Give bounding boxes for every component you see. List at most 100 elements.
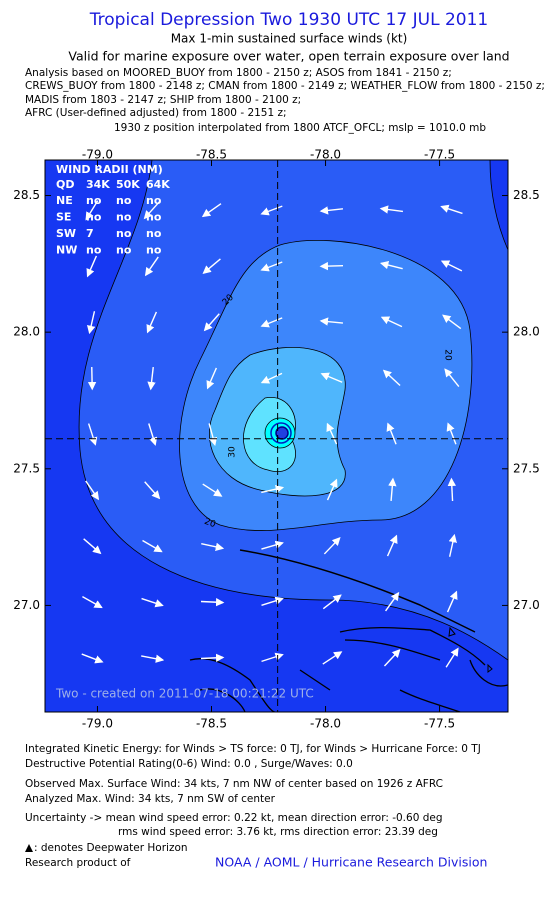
wind-arrow <box>146 311 158 334</box>
position-note: 1930 z position interpolated from 1800 A… <box>114 122 486 134</box>
wind-arrow <box>322 594 342 610</box>
x-tick-label: -77.5 <box>424 717 455 731</box>
wind-arrow <box>208 423 218 446</box>
wind-arrow <box>440 204 463 215</box>
wind-arrow <box>319 261 344 271</box>
radii-cell: no <box>86 211 102 224</box>
footer-line: Analyzed Max. Wind: 34 kts, 7 nm SW of c… <box>25 793 276 805</box>
wind-arrow <box>448 533 457 557</box>
title: Tropical Depression Two 1930 UTC 17 JUL … <box>89 10 488 30</box>
radii-header: 64K <box>146 178 170 191</box>
created-note: Two - created on 2011-07-18 00:21:22 UTC <box>55 687 314 701</box>
wind-arrow <box>200 597 225 607</box>
wind-arrow <box>81 653 104 664</box>
wind-arrow <box>85 480 100 501</box>
wind-arrow <box>143 201 160 220</box>
wind-arrow <box>261 652 284 663</box>
legend-note: : denotes Deepwater Horizon <box>34 842 188 854</box>
wind-arrow <box>442 314 462 330</box>
radii-cell: SE <box>56 211 71 224</box>
footer-line: Destructive Potential Rating(0-6) Wind: … <box>25 758 353 770</box>
credit-prefix: Research product of <box>25 857 131 869</box>
radii-cell: 7 <box>86 227 94 240</box>
wind-arrow <box>320 372 343 383</box>
contour-core <box>270 422 292 444</box>
coastline <box>448 626 493 673</box>
wind-arrow <box>382 369 401 386</box>
x-tick-label: -79.0 <box>82 148 113 162</box>
wind-arrow <box>323 537 341 555</box>
wind-arrow <box>141 597 164 608</box>
map <box>45 160 508 712</box>
wind-arrow <box>260 261 283 272</box>
y-tick-label: 28.5 <box>13 188 40 202</box>
y-tick-label: 27.0 <box>513 598 540 612</box>
wind-arrow <box>322 651 343 665</box>
wind-arrow <box>260 317 283 328</box>
wind-arrow <box>141 654 165 663</box>
wind-arrow <box>319 317 344 326</box>
x-tick-label: -78.0 <box>310 148 341 162</box>
wind-arrow <box>200 653 225 663</box>
wind-arrow <box>440 260 463 272</box>
analysis-line: CREWS_BUOY from 1800 - 2148 z; CMAN from… <box>25 80 545 92</box>
wind-arrow <box>445 647 459 668</box>
wind-arrow <box>85 200 99 221</box>
radii-cell: NW <box>56 244 77 257</box>
footer-line: rms wind speed error: 3.76 kt, rms direc… <box>118 826 438 838</box>
radii-header: 34K <box>86 178 110 191</box>
wind-arrow <box>383 648 401 667</box>
x-tick-label: -77.5 <box>424 148 455 162</box>
wind-arrow <box>202 258 221 274</box>
radii-cell: no <box>116 227 132 240</box>
wind-arrow <box>148 423 158 446</box>
radii-cell: no <box>116 244 132 257</box>
footer-line: Integrated Kinetic Energy: for Winds > T… <box>25 743 481 755</box>
wind-arrow <box>87 423 98 446</box>
wind-arrow <box>260 372 283 384</box>
radii-cell: no <box>116 194 132 207</box>
wind-arrow <box>388 477 397 502</box>
wind-arrow <box>144 256 159 277</box>
wind-arrow <box>261 540 284 550</box>
wind-arrow <box>260 205 283 216</box>
wind-arrow <box>203 313 220 332</box>
x-tick-label: -79.0 <box>82 717 113 731</box>
wind-arrow <box>385 591 400 612</box>
credit: NOAA / AOML / Hurricane Research Divisio… <box>215 855 487 870</box>
x-tick-label: -78.5 <box>196 148 227 162</box>
wind-arrow <box>142 539 163 553</box>
wind-arrow <box>386 534 398 557</box>
radii-cell: no <box>146 244 162 257</box>
radii-cell: no <box>146 211 162 224</box>
contour-label: 30 <box>228 446 238 458</box>
radii-cell: no <box>146 227 162 240</box>
wind-arrow <box>201 203 222 218</box>
wind-arrow <box>144 481 161 500</box>
footer: Integrated Kinetic Energy: for Winds > T… <box>25 743 487 870</box>
wind-arrow <box>380 316 403 328</box>
wind-arrow <box>446 422 457 445</box>
analysis-line: AFRC (User-defined adjusted) from 1800 -… <box>25 107 287 119</box>
radii-cell: no <box>86 194 102 207</box>
wind-arrow <box>202 483 223 497</box>
wind-arrow <box>326 422 338 445</box>
contour-label: 20 <box>203 517 217 530</box>
contour-label: 20 <box>443 349 453 361</box>
wind-arrow <box>82 595 103 609</box>
footer-line: Uncertainty -> mean wind speed error: 0.… <box>25 812 443 824</box>
y-tick-label: 28.5 <box>513 188 540 202</box>
wind-arrow <box>201 542 225 551</box>
radii-cell: NE <box>56 194 73 207</box>
radii-cell: SW <box>56 227 76 240</box>
radii-header: 50K <box>116 178 140 191</box>
wind-arrow <box>319 206 344 215</box>
wind-arrow <box>446 590 458 613</box>
analysis-line: Analysis based on MOORED_BUOY from 1800 … <box>25 67 452 79</box>
map-frame <box>44 159 509 713</box>
coastline <box>189 626 508 712</box>
radii-cell: no <box>146 194 162 207</box>
y-tick-label: 27.5 <box>13 461 40 475</box>
y-tick-label: 28.0 <box>13 325 40 339</box>
